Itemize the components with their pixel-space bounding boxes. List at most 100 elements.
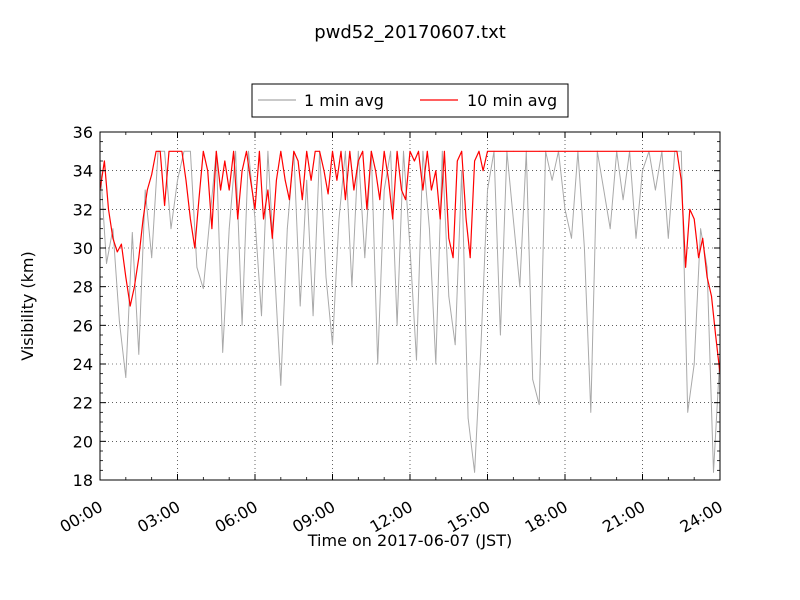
point-1min-avg bbox=[564, 208, 566, 210]
y-axis-label: Visibility (km) bbox=[18, 251, 37, 360]
point-10min-avg bbox=[676, 150, 678, 152]
point-10min-avg bbox=[233, 150, 235, 152]
point-1min-avg bbox=[429, 228, 430, 230]
point-1min-avg bbox=[590, 411, 592, 413]
point-10min-avg bbox=[121, 243, 122, 245]
point-10min-avg bbox=[478, 150, 480, 152]
point-1min-avg bbox=[422, 150, 424, 152]
point-10min-avg bbox=[259, 150, 260, 152]
point-1min-avg bbox=[377, 363, 379, 365]
point-10min-avg bbox=[409, 150, 411, 152]
point-1min-avg bbox=[228, 228, 230, 230]
point-1min-avg bbox=[584, 247, 585, 249]
point-10min-avg bbox=[405, 199, 406, 201]
point-1min-avg bbox=[706, 266, 708, 268]
point-1min-avg bbox=[538, 404, 540, 405]
point-1min-avg bbox=[151, 257, 153, 259]
y-tick-label: 26 bbox=[73, 316, 93, 335]
point-10min-avg bbox=[362, 150, 364, 152]
point-10min-avg bbox=[340, 150, 342, 152]
point-1min-avg bbox=[680, 150, 682, 152]
point-1min-avg bbox=[338, 218, 340, 220]
point-1min-avg bbox=[448, 295, 450, 297]
point-10min-avg bbox=[336, 179, 338, 181]
point-10min-avg bbox=[289, 199, 290, 201]
point-1min-avg bbox=[667, 237, 669, 239]
point-10min-avg bbox=[418, 150, 419, 152]
point-10min-avg bbox=[301, 199, 303, 201]
y-tick-label: 34 bbox=[73, 162, 93, 181]
point-10min-avg bbox=[448, 237, 450, 239]
point-1min-avg bbox=[222, 352, 224, 353]
point-10min-avg bbox=[370, 150, 372, 152]
point-10min-avg bbox=[456, 160, 458, 162]
point-10min-avg bbox=[465, 218, 467, 220]
point-10min-avg bbox=[616, 150, 618, 152]
point-10min-avg bbox=[680, 179, 682, 181]
point-10min-avg bbox=[426, 150, 428, 152]
y-tick-label: 36 bbox=[73, 123, 93, 142]
point-10min-avg bbox=[642, 150, 643, 152]
point-1min-avg bbox=[183, 150, 185, 152]
point-1min-avg bbox=[390, 150, 391, 152]
y-tick-label: 28 bbox=[73, 278, 93, 297]
point-1min-avg bbox=[254, 218, 256, 220]
point-10min-avg bbox=[271, 237, 273, 239]
point-10min-avg bbox=[366, 208, 368, 210]
point-10min-avg bbox=[383, 150, 385, 152]
point-10min-avg bbox=[159, 150, 161, 152]
point-10min-avg bbox=[125, 276, 127, 278]
point-10min-avg bbox=[439, 218, 441, 220]
point-10min-avg bbox=[276, 179, 277, 181]
point-10min-avg bbox=[207, 170, 209, 172]
point-10min-avg bbox=[241, 170, 243, 172]
point-10min-avg bbox=[474, 160, 475, 162]
point-10min-avg bbox=[297, 160, 299, 162]
point-10min-avg bbox=[388, 179, 389, 181]
point-1min-avg bbox=[119, 321, 120, 322]
point-10min-avg bbox=[254, 208, 256, 210]
point-1min-avg bbox=[312, 315, 314, 317]
point-10min-avg bbox=[538, 150, 540, 152]
point-1min-avg bbox=[144, 189, 146, 191]
point-1min-avg bbox=[106, 263, 107, 264]
point-1min-avg bbox=[609, 228, 611, 230]
point-10min-avg bbox=[706, 276, 708, 278]
point-10min-avg bbox=[698, 257, 699, 259]
y-tick-label: 30 bbox=[73, 239, 93, 258]
point-1min-avg bbox=[274, 266, 275, 268]
point-1min-avg bbox=[480, 344, 482, 346]
point-1min-avg bbox=[241, 324, 243, 326]
point-1min-avg bbox=[467, 417, 469, 419]
point-10min-avg bbox=[177, 150, 178, 152]
point-10min-avg bbox=[237, 218, 239, 220]
chart-title: pwd52_20170607.txt bbox=[314, 22, 506, 43]
point-1min-avg bbox=[512, 218, 514, 220]
point-1min-avg bbox=[261, 315, 262, 317]
point-10min-avg bbox=[435, 170, 437, 172]
x-axis-label: Time on 2017-06-07 (JST) bbox=[307, 531, 512, 550]
point-10min-avg bbox=[431, 189, 432, 191]
point-10min-avg bbox=[314, 150, 316, 152]
point-1min-avg bbox=[306, 179, 308, 181]
legend-box bbox=[251, 83, 569, 118]
point-10min-avg bbox=[564, 150, 566, 152]
point-10min-avg bbox=[129, 305, 131, 307]
point-10min-avg bbox=[202, 150, 204, 152]
point-10min-avg bbox=[685, 266, 686, 268]
series-line-10min-avg bbox=[100, 150, 720, 374]
point-1min-avg bbox=[441, 150, 443, 152]
point-1min-avg bbox=[131, 232, 133, 233]
point-1min-avg bbox=[416, 359, 417, 361]
point-1min-avg bbox=[693, 363, 695, 365]
point-10min-avg bbox=[112, 237, 114, 239]
point-10min-avg bbox=[702, 237, 704, 239]
point-10min-avg bbox=[134, 286, 135, 288]
point-1min-avg bbox=[519, 286, 521, 288]
point-1min-avg bbox=[267, 150, 269, 152]
point-1min-avg bbox=[351, 286, 353, 288]
point-10min-avg bbox=[401, 189, 402, 191]
point-10min-avg bbox=[327, 193, 329, 195]
point-10min-avg bbox=[293, 150, 295, 152]
